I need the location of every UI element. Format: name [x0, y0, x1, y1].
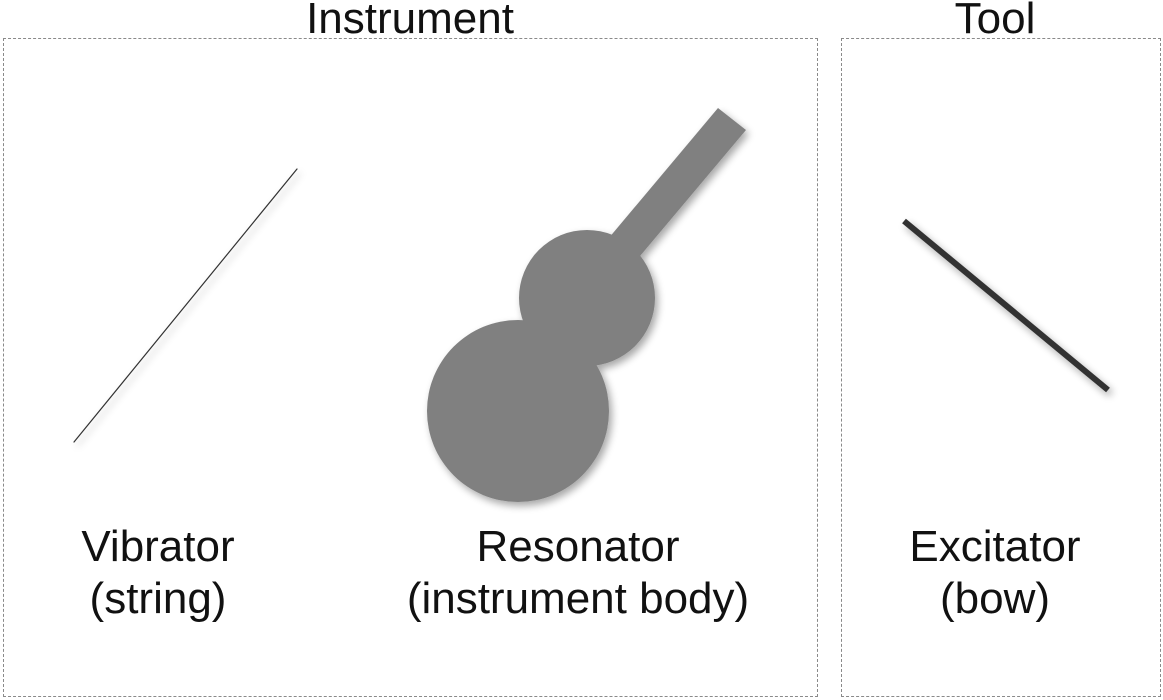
bow-line-icon	[902, 218, 1110, 393]
tool-group-box	[841, 38, 1161, 697]
excitator-detail: (bow)	[939, 574, 1051, 623]
instrument-group-box	[3, 38, 818, 697]
tool-group-title: Tool	[954, 0, 1036, 43]
resonator-label: Resonator (instrument body)	[378, 521, 778, 625]
resonator-detail: (instrument body)	[406, 574, 750, 623]
instrument-group-title: Instrument	[306, 0, 514, 43]
resonator-name: Resonator	[476, 522, 680, 571]
excitator-label: Excitator (bow)	[895, 521, 1095, 625]
vibrator-label: Vibrator (string)	[58, 521, 258, 625]
vibrator-detail: (string)	[89, 574, 227, 623]
vibrator-name: Vibrator	[81, 522, 235, 571]
instrument-body-icon	[427, 108, 746, 502]
string-line-icon	[73, 168, 298, 443]
excitator-name: Excitator	[909, 522, 1081, 571]
